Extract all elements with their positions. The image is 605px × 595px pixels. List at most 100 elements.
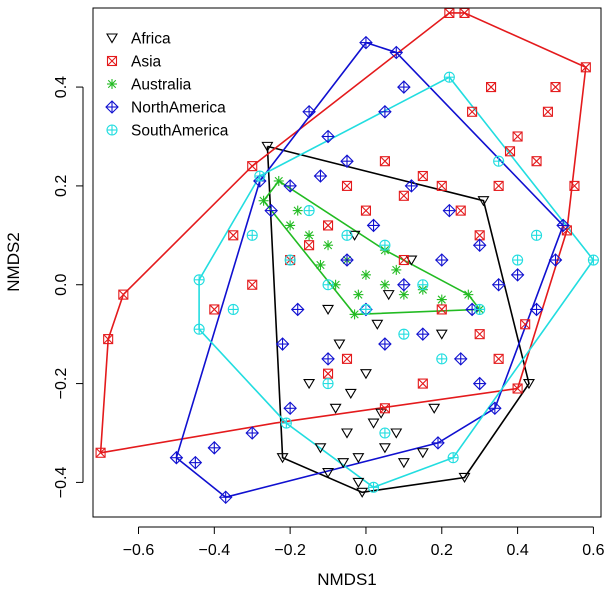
plot-frame bbox=[92, 7, 602, 518]
x-tick-label: 0.0 bbox=[355, 542, 377, 559]
point-asia-10 bbox=[569, 180, 580, 191]
point-southamerica-0 bbox=[193, 323, 205, 335]
point-asia-1 bbox=[103, 334, 114, 345]
point-africa-12 bbox=[352, 453, 365, 464]
point-africa-10 bbox=[329, 403, 342, 414]
y-tick-label: 0.4 bbox=[53, 76, 70, 98]
point-southamerica-19 bbox=[417, 279, 429, 291]
point-asia-35 bbox=[247, 279, 258, 290]
point-asia-13 bbox=[512, 131, 523, 142]
point-australia-7 bbox=[304, 230, 315, 241]
point-asia-12 bbox=[531, 156, 542, 167]
point-southamerica-9 bbox=[284, 254, 296, 266]
point-northamerica-21 bbox=[321, 129, 335, 144]
point-northamerica-31 bbox=[340, 253, 354, 267]
point-southamerica-22 bbox=[531, 229, 543, 241]
point-southamerica-17 bbox=[341, 229, 353, 241]
point-asia-20 bbox=[379, 156, 390, 167]
point-australia-17 bbox=[353, 289, 364, 300]
hull-africa bbox=[266, 145, 530, 494]
legend-marker-asia bbox=[106, 55, 118, 67]
point-northamerica-28 bbox=[453, 352, 468, 366]
point-southamerica-13 bbox=[436, 353, 448, 365]
point-asia-32 bbox=[379, 403, 390, 414]
y-tick-label: −0.4 bbox=[53, 467, 70, 499]
point-australia-10 bbox=[360, 269, 371, 280]
point-africa-26 bbox=[428, 403, 441, 414]
point-asia-38 bbox=[467, 106, 478, 117]
point-northamerica-2 bbox=[359, 35, 373, 50]
point-northamerica-3 bbox=[389, 45, 404, 60]
point-australia-11 bbox=[379, 279, 390, 290]
point-northamerica-16 bbox=[472, 238, 487, 252]
x-tick-label: −0.2 bbox=[274, 542, 306, 559]
point-southamerica-11 bbox=[360, 303, 372, 315]
point-australia-18 bbox=[292, 205, 303, 216]
point-africa-15 bbox=[416, 448, 429, 459]
point-southamerica-21 bbox=[493, 155, 505, 167]
point-asia-16 bbox=[455, 205, 466, 216]
point-northamerica-0 bbox=[169, 450, 184, 465]
legend-marker-australia bbox=[107, 79, 117, 89]
point-northamerica-37 bbox=[491, 277, 506, 292]
point-northamerica-5 bbox=[488, 401, 502, 416]
legend-label-northamerica: NorthAmerica bbox=[131, 100, 226, 117]
point-africa-14 bbox=[314, 443, 327, 454]
point-africa-20 bbox=[322, 304, 335, 316]
point-southamerica-3 bbox=[443, 71, 455, 83]
point-southamerica-12 bbox=[398, 328, 410, 340]
point-northamerica-12 bbox=[321, 352, 335, 366]
point-northamerica-15 bbox=[434, 253, 449, 267]
point-northamerica-23 bbox=[378, 104, 392, 119]
point-africa-2 bbox=[523, 379, 535, 390]
point-asia-18 bbox=[417, 170, 428, 182]
point-africa-0 bbox=[261, 141, 274, 152]
point-northamerica-35 bbox=[290, 302, 305, 317]
point-northamerica-18 bbox=[529, 302, 544, 317]
point-northamerica-14 bbox=[397, 277, 411, 292]
y-tick-label: 0.2 bbox=[53, 175, 70, 197]
point-asia-36 bbox=[209, 304, 220, 315]
point-australia-8 bbox=[323, 240, 334, 251]
legend-item-southamerica: SouthAmerica bbox=[106, 123, 229, 140]
point-northamerica-4 bbox=[556, 218, 570, 233]
point-northamerica-29 bbox=[472, 376, 487, 391]
y-axis: −0.4 −0.2 0.0 0.2 0.4 bbox=[53, 76, 84, 499]
point-northamerica-33 bbox=[404, 179, 419, 193]
x-tick-label: 0.4 bbox=[506, 542, 528, 559]
point-australia-14 bbox=[436, 294, 447, 305]
point-australia-19 bbox=[391, 264, 402, 275]
point-southamerica-15 bbox=[512, 254, 524, 266]
point-northamerica-20 bbox=[302, 104, 316, 119]
point-africa-4 bbox=[356, 487, 369, 498]
legend-item-asia: Asia bbox=[106, 54, 162, 71]
point-africa-7 bbox=[397, 458, 410, 469]
point-africa-24 bbox=[435, 329, 448, 340]
point-northamerica-26 bbox=[264, 203, 278, 218]
point-asia-0 bbox=[95, 447, 106, 458]
point-asia-33 bbox=[341, 353, 353, 364]
point-southamerica-5 bbox=[447, 452, 459, 464]
point-asia-11 bbox=[542, 106, 553, 117]
point-asia-28 bbox=[474, 329, 485, 340]
point-australia-5 bbox=[349, 309, 360, 320]
x-tick-label: 0.6 bbox=[582, 542, 604, 559]
legend-label-africa: Africa bbox=[131, 31, 171, 48]
point-northamerica-36 bbox=[275, 337, 290, 351]
point-australia-6 bbox=[285, 220, 296, 231]
point-southamerica-4 bbox=[587, 254, 599, 266]
point-southamerica-14 bbox=[474, 303, 486, 315]
point-southamerica-16 bbox=[303, 205, 315, 217]
point-africa-11 bbox=[378, 443, 391, 454]
x-tick-label: 0.2 bbox=[431, 542, 453, 559]
points-layer bbox=[95, 7, 599, 505]
point-africa-18 bbox=[333, 339, 346, 350]
point-northamerica-30 bbox=[378, 337, 392, 351]
point-africa-25 bbox=[303, 379, 316, 390]
point-southamerica-8 bbox=[246, 229, 258, 241]
point-africa-8 bbox=[341, 428, 353, 439]
point-asia-40 bbox=[504, 146, 516, 157]
y-tick-label: −0.2 bbox=[53, 368, 70, 400]
